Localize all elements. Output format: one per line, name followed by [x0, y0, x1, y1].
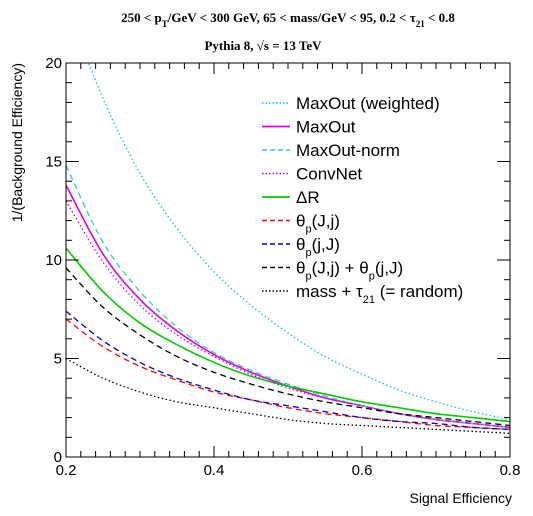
legend-label: MaxOut [296, 118, 356, 137]
series-curves [66, 63, 510, 435]
legend-label: θp(j,J) [296, 235, 340, 259]
series-line [66, 165, 510, 429]
series-line [66, 184, 510, 429]
series-line [87, 63, 510, 421]
y-tick-label: 10 [45, 252, 62, 269]
series-line [66, 267, 510, 427]
y-tick-label: 0 [54, 449, 62, 466]
y-tick-label: 20 [45, 55, 62, 72]
legend-label: ΔR [296, 188, 320, 207]
legend-label: mass + τ21 (= random) [296, 282, 463, 306]
x-tick-label: 0.8 [500, 462, 521, 479]
series-line [66, 200, 510, 429]
chart-title-line1: 250 < pT/GeV < 300 GeV, 65 < mass/GeV < … [121, 10, 455, 29]
legend: MaxOut (weighted) MaxOut MaxOut-norm ConvNe… [262, 94, 463, 306]
axes: 0.2 0.4 0.6 0.8 0 5 10 15 20 [45, 55, 520, 479]
legend-label: MaxOut (weighted) [296, 94, 440, 113]
legend-label: θp(J,j) + θp(j,J) [296, 259, 403, 283]
series-line [66, 247, 510, 423]
x-tick-label: 0.2 [56, 462, 77, 479]
y-tick-label: 15 [45, 154, 62, 171]
chart-title-line2: Pythia 8, √s = 13 TeV [204, 38, 322, 53]
legend-label: MaxOut-norm [296, 141, 400, 160]
series-line [66, 357, 510, 435]
series-line [66, 318, 510, 431]
y-axis-label: 1/(Background Efficiency) [9, 63, 25, 222]
y-tick-label: 5 [54, 351, 62, 368]
series-line [66, 310, 510, 431]
x-axis-label: Signal Efficiency [410, 490, 512, 506]
legend-label: ConvNet [296, 165, 362, 184]
x-tick-label: 0.4 [204, 462, 225, 479]
x-tick-label: 0.6 [352, 462, 373, 479]
legend-label: θp(J,j) [296, 212, 340, 236]
plot-frame [65, 62, 511, 458]
